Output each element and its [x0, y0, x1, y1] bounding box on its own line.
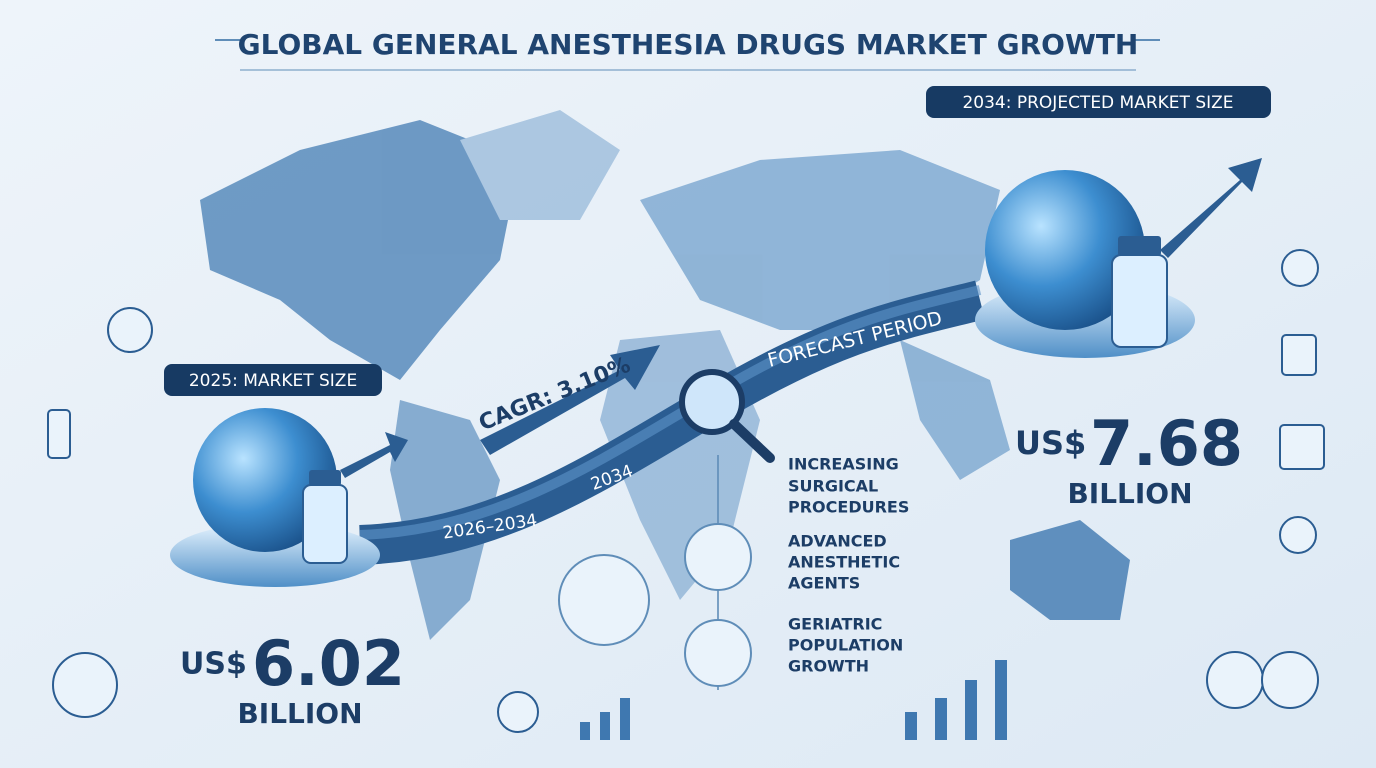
end-currency: US$ [1015, 424, 1086, 462]
start-value: 6.02 [252, 627, 405, 700]
start-label: 2025: MARKET SIZE [164, 364, 382, 396]
start-currency: US$ [180, 647, 247, 682]
start-globe [170, 408, 408, 587]
driver-text: ANESTHETIC [788, 553, 900, 572]
driver-icons [497, 455, 752, 733]
title: GLOBAL GENERAL ANESTHESIA DRUGS MARKET G… [238, 28, 1139, 61]
title-decoration [215, 39, 1160, 71]
driver-text: INCREASING [788, 455, 899, 474]
end-label: 2034: PROJECTED MARKET SIZE [926, 86, 1271, 118]
magnifier [679, 369, 775, 463]
driver-2: ADVANCED ANESTHETIC AGENTS [788, 532, 900, 593]
driver-3: GERIATRIC POPULATION GROWTH [788, 615, 903, 676]
driver-text: POPULATION [788, 636, 903, 655]
side-icons [47, 249, 1325, 718]
driver-text: GROWTH [788, 657, 869, 676]
driver-1: INCREASING SURGICAL PROCEDURES [788, 455, 909, 517]
driver-text: SURGICAL [788, 477, 878, 496]
driver-text: PROCEDURES [788, 498, 909, 517]
driver-text: AGENTS [788, 574, 860, 593]
end-globe [975, 158, 1262, 358]
end-value: 7.68 [1090, 407, 1243, 480]
end-label-text: 2034: PROJECTED MARKET SIZE [962, 93, 1233, 113]
bar-graphics [580, 660, 1007, 740]
driver-text: ADVANCED [788, 532, 887, 551]
end-unit: BILLION [1067, 477, 1192, 510]
driver-text: GERIATRIC [788, 615, 882, 634]
start-unit: BILLION [237, 697, 362, 730]
start-label-text: 2025: MARKET SIZE [189, 371, 357, 391]
